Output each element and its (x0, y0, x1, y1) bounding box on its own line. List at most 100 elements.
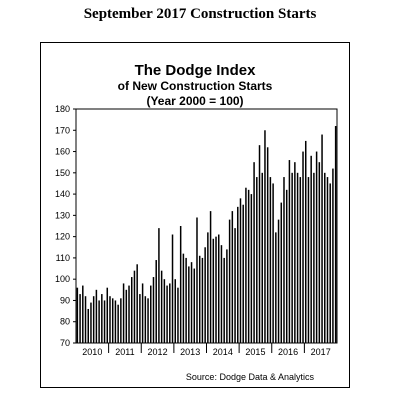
chart-axes (73, 108, 338, 353)
bar (294, 162, 296, 343)
bar (215, 236, 217, 343)
bar (318, 162, 321, 343)
bar (291, 172, 293, 343)
x-tick-label: 2011 (115, 347, 134, 357)
bar (277, 219, 280, 343)
y-axis-labels: 70 80 90 100 110 120 130 140 150 160 170 180 (55, 104, 70, 348)
y-tick-label: 180 (55, 104, 70, 114)
bar (90, 302, 92, 343)
bar (190, 262, 193, 343)
x-tick-label: 2015 (245, 347, 265, 357)
y-tick-label: 100 (55, 274, 70, 284)
chart-title: The Dodge Index (135, 62, 257, 79)
bar (106, 287, 109, 343)
bar (299, 177, 302, 343)
bar (158, 228, 160, 343)
bar (285, 189, 288, 343)
page-title: September 2017 Construction Starts (83, 6, 317, 22)
y-tick-label: 150 (55, 168, 70, 178)
bar (182, 253, 185, 343)
bar (120, 298, 122, 343)
y-tick-label: 90 (60, 295, 70, 305)
bar (296, 172, 299, 343)
bar (179, 226, 182, 343)
y-tick-label: 80 (60, 317, 70, 327)
bar (253, 162, 255, 343)
dodge-index-chart: The Dodge Index of New Construction Star… (55, 62, 338, 382)
bar (332, 168, 334, 343)
chart-subtitle-2: (Year 2000 = 100) (146, 94, 243, 108)
bar (101, 294, 103, 343)
bar (152, 277, 155, 343)
bar (185, 257, 187, 343)
bar (275, 232, 277, 343)
bar (245, 187, 247, 343)
bar (128, 285, 130, 343)
bar (242, 204, 244, 343)
bar (313, 172, 315, 343)
bar (188, 266, 190, 343)
bar (283, 177, 285, 343)
bar (133, 270, 136, 343)
bar (171, 234, 174, 343)
bar (250, 194, 253, 343)
bar (125, 289, 128, 343)
bar (266, 147, 269, 343)
bar (261, 172, 263, 343)
bar (209, 211, 212, 343)
bar (130, 277, 133, 343)
bar (163, 279, 166, 343)
bar (228, 219, 231, 343)
bar (141, 283, 144, 343)
bar (114, 300, 117, 343)
bar (160, 270, 163, 343)
x-tick-label: 2017 (311, 347, 331, 357)
chart-subtitle: of New Construction Starts (118, 79, 273, 93)
bar (111, 298, 114, 343)
bar (155, 260, 157, 343)
y-tick-label: 130 (55, 210, 70, 220)
bar (239, 198, 242, 343)
bar (272, 183, 274, 343)
bar (264, 130, 266, 343)
bar (288, 160, 291, 343)
bar (117, 304, 119, 343)
bar (198, 255, 201, 343)
bar (103, 300, 106, 343)
bar (136, 264, 138, 343)
x-tick-label: 2013 (180, 347, 200, 357)
x-tick-label: 2010 (82, 347, 102, 357)
bar (220, 245, 223, 343)
bar (329, 183, 331, 343)
bar (307, 177, 310, 343)
bar (217, 234, 220, 343)
chart-bars (76, 126, 337, 344)
bar (109, 296, 111, 343)
bar (334, 126, 337, 344)
bar (326, 177, 329, 343)
bar (122, 283, 125, 343)
y-tick-label: 120 (55, 232, 70, 242)
bar (321, 134, 323, 343)
bar (82, 285, 84, 343)
chart-frame: The Dodge Index of New Construction Star… (40, 42, 350, 388)
bar (231, 211, 234, 343)
bar (280, 202, 283, 343)
bar (196, 217, 198, 343)
y-tick-label: 70 (60, 338, 70, 348)
bar (139, 294, 141, 343)
bar (166, 285, 168, 343)
bar (76, 287, 79, 343)
bar (223, 257, 225, 343)
source-note: Source: Dodge Data & Analytics (186, 372, 315, 382)
bar (207, 232, 209, 343)
bar (247, 189, 250, 343)
bar (324, 172, 326, 343)
bar (302, 151, 304, 343)
bar (204, 247, 206, 343)
x-tick-label: 2016 (278, 347, 298, 357)
bar (193, 268, 196, 343)
x-axis-labels: 2010 2011 2012 2013 2014 2015 2016 2017 (82, 347, 330, 357)
bar (84, 296, 87, 343)
y-tick-label: 140 (55, 189, 70, 199)
